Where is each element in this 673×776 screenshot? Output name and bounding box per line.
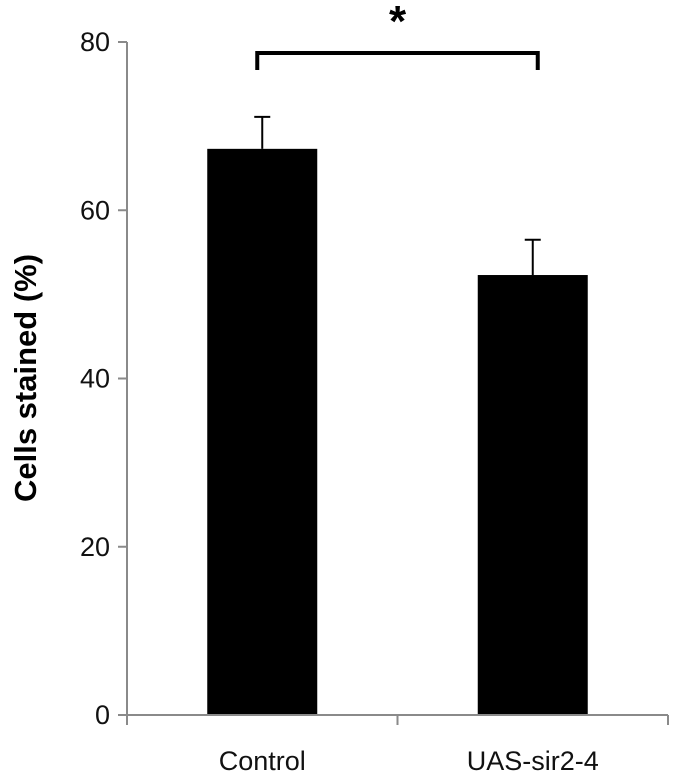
bar-1 bbox=[207, 148, 318, 715]
significance-bracket bbox=[255, 51, 540, 70]
y-tick-label-20: 20 bbox=[80, 532, 110, 562]
y-tick-label-0: 0 bbox=[95, 700, 110, 730]
y-tick-label-80: 80 bbox=[80, 27, 110, 57]
x-category-label-2: UAS-sir2-4 bbox=[467, 746, 599, 776]
y-tick-label-60: 60 bbox=[80, 195, 110, 225]
significance-layer: * bbox=[255, 0, 540, 70]
y-tick-label-40: 40 bbox=[80, 364, 110, 394]
axes-layer: 0 20 40 60 80 Control UAS-sir2-4 bbox=[80, 27, 669, 776]
x-category-label-1: Control bbox=[219, 746, 306, 776]
bars-layer bbox=[207, 148, 588, 715]
error-bars-layer bbox=[254, 115, 541, 276]
bar-2 bbox=[477, 275, 588, 715]
significance-asterisk: * bbox=[389, 0, 407, 46]
y-axis-title: Cells stained (%) bbox=[8, 254, 43, 502]
